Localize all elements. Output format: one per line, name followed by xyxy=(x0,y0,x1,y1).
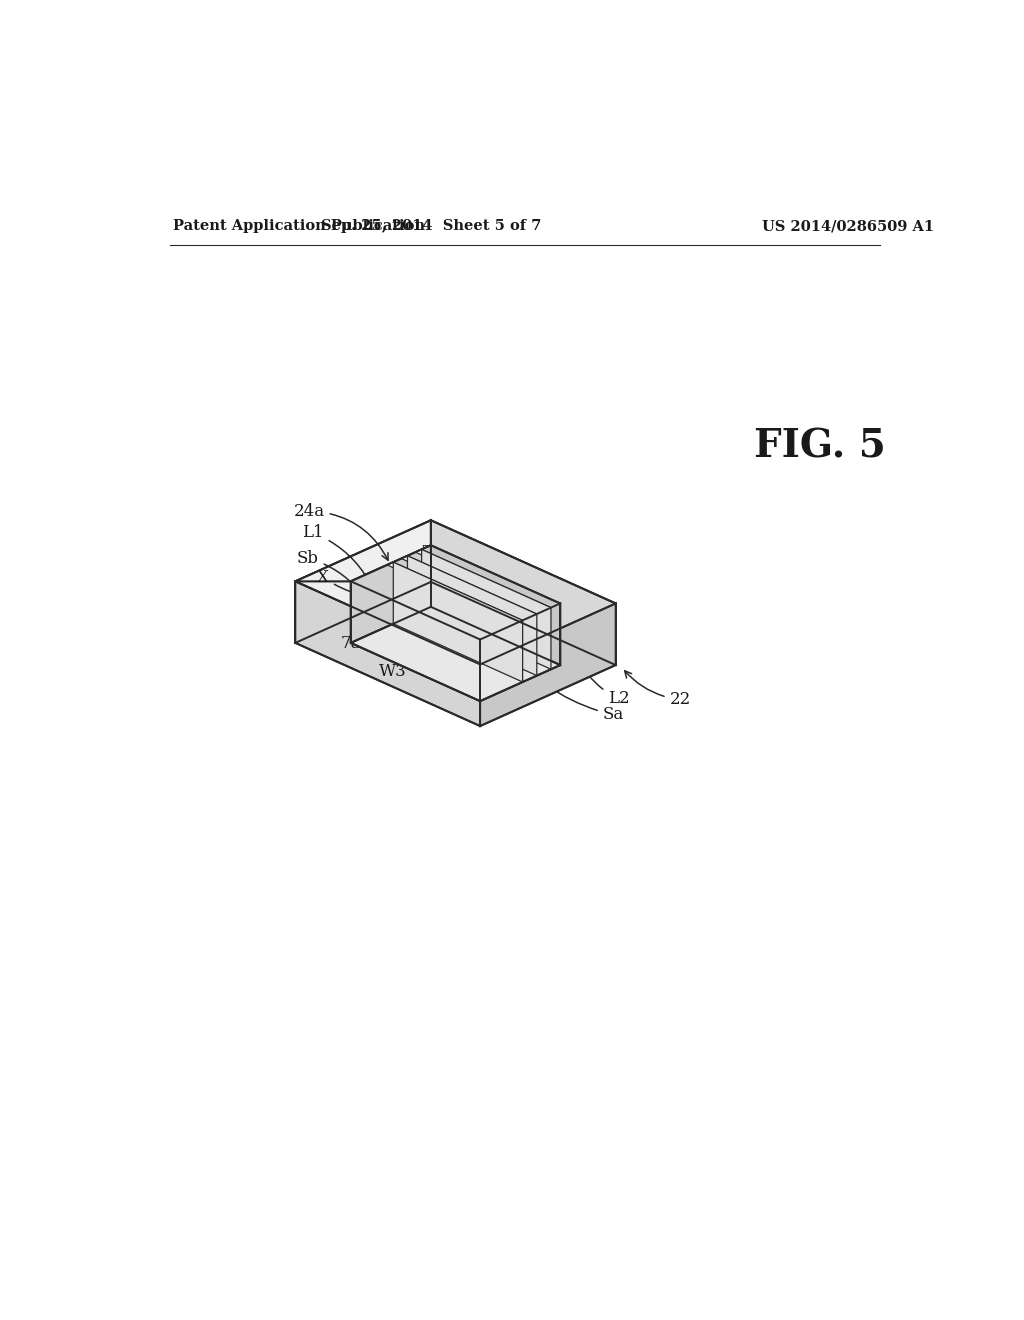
Text: Sa: Sa xyxy=(549,686,624,723)
Text: W3: W3 xyxy=(379,594,437,680)
Polygon shape xyxy=(295,520,431,581)
Text: 22: 22 xyxy=(625,671,691,709)
Polygon shape xyxy=(480,603,560,701)
Text: 7a: 7a xyxy=(340,583,426,652)
Polygon shape xyxy=(431,520,615,665)
Polygon shape xyxy=(431,520,615,603)
Text: FIG. 5: FIG. 5 xyxy=(755,428,886,466)
Polygon shape xyxy=(295,581,480,664)
Text: L2: L2 xyxy=(574,652,630,708)
Polygon shape xyxy=(401,556,537,616)
Polygon shape xyxy=(480,603,615,664)
Text: US 2014/0286509 A1: US 2014/0286509 A1 xyxy=(762,219,934,234)
Polygon shape xyxy=(295,581,480,726)
Polygon shape xyxy=(431,545,560,665)
Text: L1: L1 xyxy=(302,524,372,587)
Text: 5: 5 xyxy=(393,544,431,612)
Text: TH: TH xyxy=(523,630,601,673)
Polygon shape xyxy=(480,603,615,726)
Polygon shape xyxy=(351,581,480,701)
Text: 24a: 24a xyxy=(294,503,388,560)
Text: Sep. 25, 2014  Sheet 5 of 7: Sep. 25, 2014 Sheet 5 of 7 xyxy=(321,219,541,234)
Text: Patent Application Publication: Patent Application Publication xyxy=(173,219,425,234)
Polygon shape xyxy=(295,520,431,643)
Polygon shape xyxy=(422,549,551,669)
Text: Sb: Sb xyxy=(297,549,367,602)
Polygon shape xyxy=(387,562,522,623)
Polygon shape xyxy=(393,562,522,682)
Polygon shape xyxy=(351,607,560,701)
Polygon shape xyxy=(351,545,431,643)
Polygon shape xyxy=(408,556,537,676)
Text: X: X xyxy=(317,569,399,601)
Text: W1: W1 xyxy=(529,603,608,643)
Polygon shape xyxy=(416,549,551,610)
